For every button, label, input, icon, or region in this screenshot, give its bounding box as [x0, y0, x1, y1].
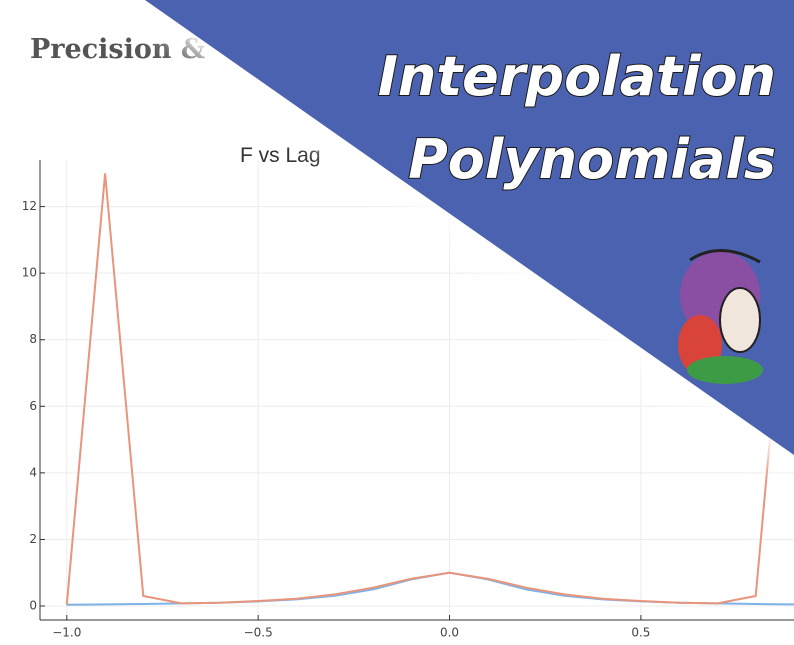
series-line	[65, 173, 794, 605]
y-tick-label: 4	[29, 465, 37, 479]
y-tick-label: 8	[29, 332, 37, 346]
plot: 0 2 4 6 8 10 12 −1.0 −0.5 0.0 0.5	[22, 160, 794, 640]
y-tick-label: 12	[22, 199, 37, 213]
x-tick-label: 0.0	[440, 626, 459, 640]
banner-title: Polynomials	[408, 128, 776, 191]
banner	[145, 0, 794, 455]
x-tick-label: −0.5	[244, 626, 273, 640]
logo	[678, 249, 763, 384]
y-tick-label: 0	[29, 599, 37, 613]
y-tick-label: 10	[22, 266, 37, 280]
y-tick-label: 2	[29, 532, 37, 546]
x-tick-label: −1.0	[52, 626, 81, 640]
chart-title: F vs Lag	[240, 144, 321, 167]
x-tick-label: 0.5	[631, 626, 650, 640]
series-line	[66, 571, 794, 606]
y-tick-label: 6	[29, 399, 37, 413]
banner-title: Interpolation	[378, 45, 776, 108]
